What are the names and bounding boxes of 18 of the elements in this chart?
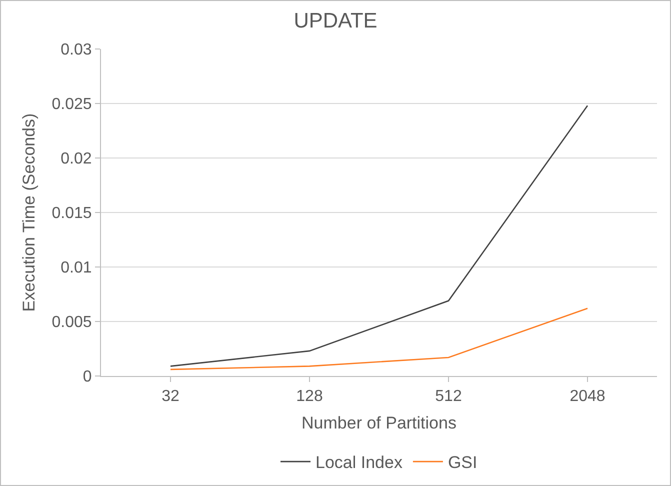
x-axis-title: Number of Partitions [302,414,456,433]
y-tick-label: 0.03 [60,42,92,59]
chart-title: UPDATE [294,9,378,32]
legend-label: Local Index [316,453,403,472]
x-tick-label: 2048 [570,388,606,406]
x-tick-label: 128 [296,388,323,406]
y-tick-label: 0.02 [60,150,92,168]
line-series [170,308,588,370]
y-tick-label: 0.025 [52,96,92,114]
x-tick-label: 32 [162,388,180,406]
line-series [170,105,588,367]
y-tick-label: 0.01 [60,260,92,277]
y-axis-title: Execution Time (Seconds) [19,113,38,312]
y-tick-label: 0.005 [52,314,92,332]
y-tick-label: 0.015 [52,205,92,222]
y-tick-label: 0 [82,368,92,386]
x-tick-label: 512 [435,388,462,406]
legend-label: GSI [448,453,478,472]
